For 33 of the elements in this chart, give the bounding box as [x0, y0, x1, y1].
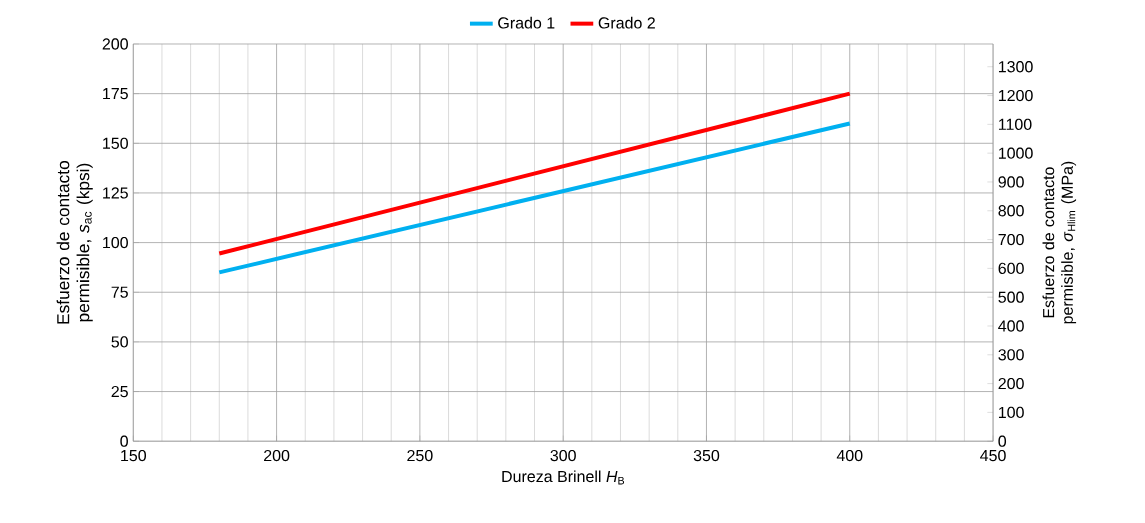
y2-tick-label: 300 [998, 349, 1024, 361]
y2-tick-label: 0 [998, 435, 1007, 448]
y2-tick-label: 200 [998, 378, 1024, 390]
x-tick-label: 450 [980, 450, 1006, 462]
y-tick-label: 150 [103, 137, 128, 150]
legend-label: Grado 1 [498, 17, 555, 29]
x-tick-label: 250 [407, 450, 433, 462]
x-axis-title: Dureza Brinell H$_{B}$ [502, 470, 625, 485]
y2-tick-label: 800 [998, 205, 1024, 217]
y2-tick-label: 700 [998, 234, 1024, 246]
y2-tick-label: 1000 [998, 147, 1033, 160]
x-tick-label: 350 [693, 450, 720, 462]
y2-tick-label: 600 [998, 262, 1024, 275]
legend-label: Grado 2 [598, 17, 655, 29]
y2-tick-label: 400 [998, 320, 1024, 332]
y2-tick-label: 1200 [998, 90, 1033, 102]
y2-tick-label: 1300 [998, 61, 1033, 73]
y-tick-label: 0 [120, 435, 128, 448]
y-tick-label: 50 [111, 336, 128, 348]
y-tick-label: 125 [103, 187, 128, 199]
y-tick-label: 200 [102, 38, 128, 50]
y-tick-label: 175 [103, 88, 128, 100]
y2-tick-label: 900 [998, 176, 1024, 188]
y2-tick-label: 1100 [998, 118, 1032, 131]
x-tick-label: 400 [836, 450, 863, 462]
y-tick-label: 75 [111, 286, 128, 299]
x-tick-label: 300 [550, 450, 576, 462]
y-tick-label: 25 [111, 386, 128, 398]
y2-tick-label: 500 [998, 291, 1024, 304]
y-tick-label: 100 [103, 237, 128, 249]
y2-tick-label: 100 [998, 406, 1024, 419]
x-tick-label: 150 [121, 450, 147, 462]
x-tick-label: 200 [264, 450, 290, 462]
